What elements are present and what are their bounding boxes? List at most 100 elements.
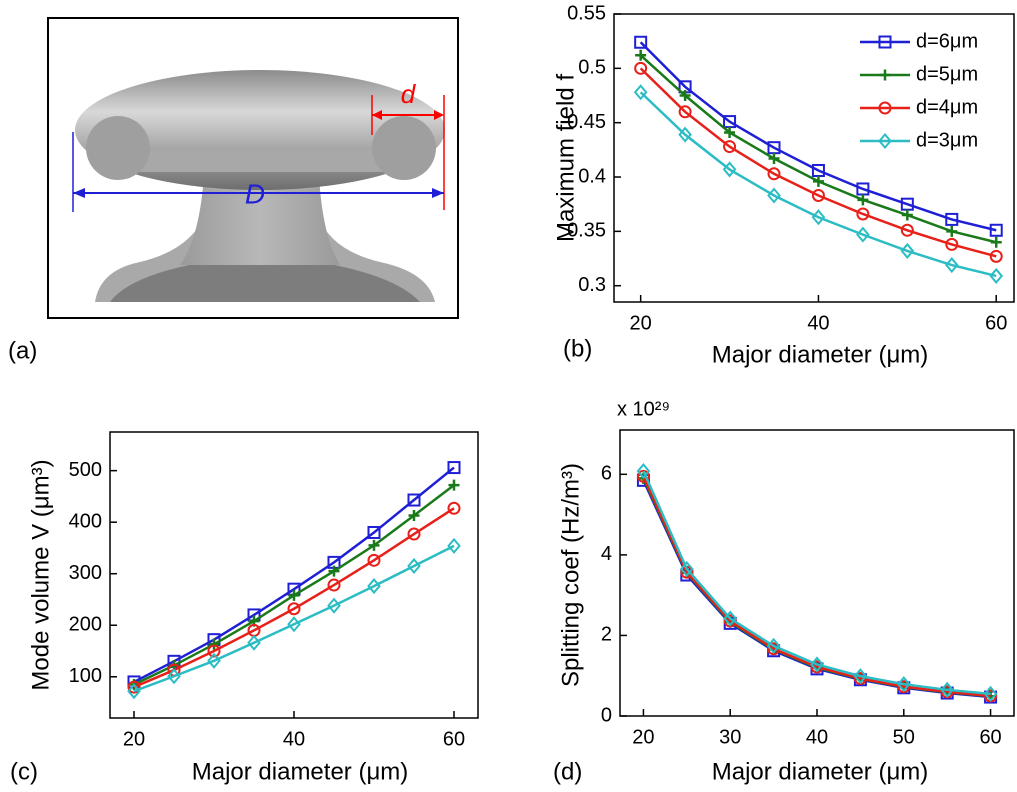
marker <box>878 35 892 49</box>
marker <box>679 90 691 102</box>
y-tick-label: 0.4 <box>578 165 606 187</box>
marker <box>724 126 736 138</box>
series-line <box>639 41 997 232</box>
marker <box>878 132 892 150</box>
legend-label: d=3μm <box>916 129 978 151</box>
series-line <box>133 507 455 689</box>
marker <box>327 597 341 614</box>
marker <box>989 249 1003 263</box>
marker <box>723 140 737 154</box>
marker <box>635 49 647 61</box>
series-line <box>133 484 455 686</box>
pedestal-shadow <box>110 262 420 302</box>
marker <box>633 84 648 101</box>
y-tick-label: 6 <box>601 463 612 485</box>
marker <box>680 560 694 578</box>
diagram-label: d <box>401 79 417 109</box>
x-tick-label: 20 <box>632 726 654 748</box>
x-axis-label: Major diameter (μm) <box>192 758 409 785</box>
marker <box>945 212 959 226</box>
marker <box>368 539 380 551</box>
diagram: d D (a) <box>8 17 459 364</box>
x-tick-label: 60 <box>443 728 465 750</box>
diagram-label: D <box>245 178 265 209</box>
marker <box>408 509 420 521</box>
marker <box>328 565 340 577</box>
x-tick-label: 20 <box>123 728 145 750</box>
x-axis-label: Major diameter (μm) <box>712 341 929 368</box>
x-axis-label: Major diameter (μm) <box>712 758 929 785</box>
marker <box>811 209 826 226</box>
marker <box>127 683 141 700</box>
marker <box>367 553 381 567</box>
marker <box>288 589 300 601</box>
y-tick-label: 200 <box>69 614 102 636</box>
marker <box>856 207 870 221</box>
marker <box>945 237 959 251</box>
marker <box>878 101 892 115</box>
marker <box>678 105 692 119</box>
marker <box>287 616 301 633</box>
panel-label: (d) <box>553 758 582 785</box>
marker <box>448 479 460 491</box>
y-axis-label: Maximum field f <box>552 74 579 242</box>
x-tick-label: 30 <box>719 726 741 748</box>
marker <box>879 69 891 81</box>
x-tick-label: 40 <box>283 728 305 750</box>
marker <box>983 685 998 702</box>
y-tick-label: 300 <box>69 562 102 584</box>
series-line <box>639 91 997 278</box>
panel-label: (a) <box>8 337 37 364</box>
marker <box>900 223 914 237</box>
plot: 0.3 0.35 0.4 0.45 0.5 0.55 20 40 60 Major diamete… <box>552 2 1015 368</box>
marker <box>636 469 650 483</box>
y-tick-label: 2 <box>601 624 612 646</box>
marker <box>287 602 301 616</box>
disk <box>112 150 408 172</box>
y-axis-label: Splitting coef (Hz/m³) <box>557 463 584 687</box>
series-line <box>133 466 455 684</box>
y-tick-label: 0.45 <box>567 111 606 133</box>
marker <box>946 225 958 237</box>
marker <box>722 161 737 178</box>
marker <box>167 668 181 685</box>
marker <box>208 638 220 650</box>
y-tick-label: 0 <box>601 704 612 726</box>
y-tick-label: 500 <box>69 459 102 481</box>
plot: 0 2 4 6 20 30 40 50 60 Major diameter (μm) Splitti… <box>553 398 1015 785</box>
x-tick-label: 50 <box>893 726 915 748</box>
x-tick-label: 40 <box>807 312 829 334</box>
x-tick-label: 40 <box>806 726 828 748</box>
marker <box>768 153 780 165</box>
panel-label: (b) <box>563 335 592 362</box>
y-tick-label: 0.5 <box>578 57 606 79</box>
plot-frame <box>613 13 1015 303</box>
marker <box>810 656 824 673</box>
marker <box>853 668 868 685</box>
torus-section <box>86 116 150 180</box>
marker <box>447 461 461 475</box>
marker <box>636 463 651 480</box>
legend-label: d=4μm <box>916 96 978 118</box>
y-tick-label: 0.35 <box>567 220 606 242</box>
series-line <box>639 67 997 258</box>
marker <box>723 610 738 627</box>
marker <box>634 61 648 75</box>
x-tick-label: 20 <box>630 312 652 334</box>
y-axis-label: Mode volume V (μm³) <box>27 459 54 690</box>
x-tick-label: 60 <box>979 726 1001 748</box>
marker <box>944 257 959 274</box>
x-tick-label: 60 <box>985 312 1007 334</box>
marker <box>367 525 381 539</box>
marker <box>447 537 461 554</box>
marker <box>367 578 381 595</box>
marker <box>767 187 781 204</box>
plot: 100 200 300 400 500 20 40 60 Major diameter (μm)… <box>10 431 479 785</box>
marker <box>207 644 221 658</box>
marker <box>812 175 824 187</box>
marker <box>407 557 421 575</box>
marker <box>896 676 911 693</box>
marker <box>989 267 1004 284</box>
series-line <box>642 475 991 698</box>
